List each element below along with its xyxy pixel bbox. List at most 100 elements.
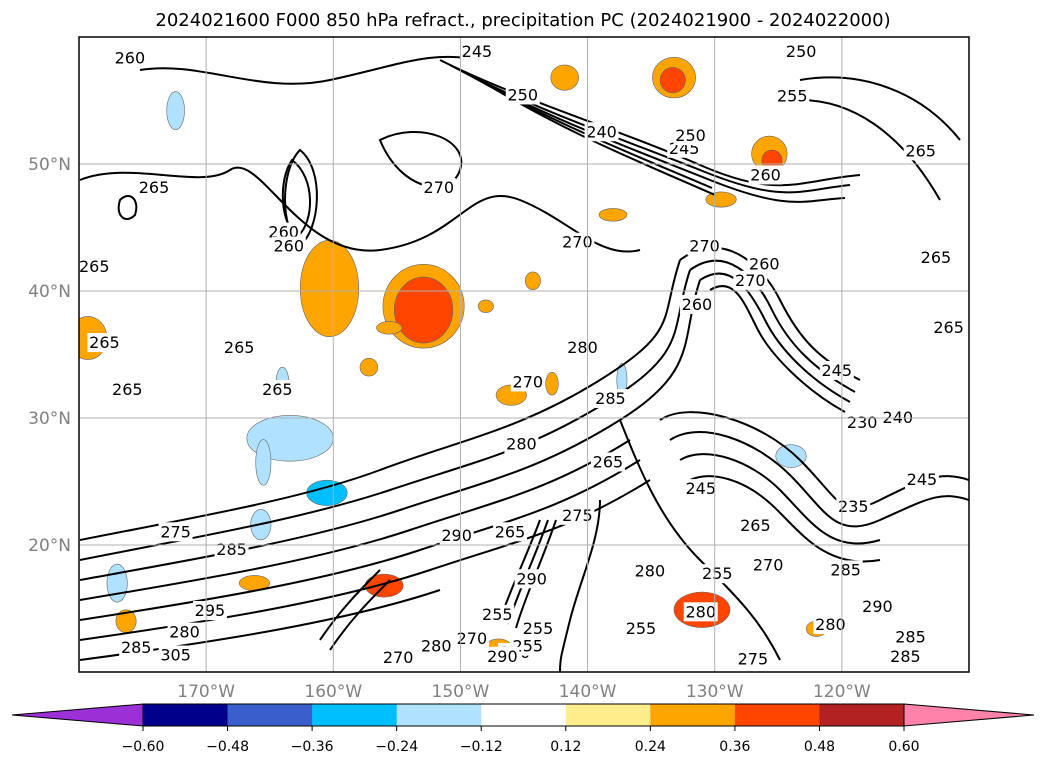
contour-label-bg-36 xyxy=(751,555,786,575)
contour-line xyxy=(679,453,881,545)
contour-line xyxy=(669,431,969,528)
contour-label-12: 245 xyxy=(462,42,493,61)
y-axis-ticks: 50°N 40°N 30°N 20°N xyxy=(28,155,71,556)
contour-label-bg-18 xyxy=(775,86,810,106)
colorbar-tick-label-6: 0.24 xyxy=(635,739,666,755)
contour-line xyxy=(559,499,601,672)
contour-label-1: 265 xyxy=(139,178,170,197)
precip-area-19 xyxy=(545,371,559,396)
contour-label-bg-6 xyxy=(260,380,295,400)
precip-area-31 xyxy=(376,321,403,335)
contour-label-bg-3 xyxy=(87,333,122,353)
colorbar-segment-3 xyxy=(396,704,482,726)
precip-area-16 xyxy=(106,563,128,603)
contour-label-bg-10 xyxy=(560,232,595,252)
contour-label-58: 305 xyxy=(160,645,191,664)
y-tick-label-1: 40°N xyxy=(28,282,71,302)
precip-area-10 xyxy=(255,439,272,486)
precip-area-22 xyxy=(705,191,737,208)
colorbar-segment-0 xyxy=(143,704,229,726)
colorbar-segment-5 xyxy=(565,704,651,726)
contour-label-bg-40 xyxy=(828,560,863,580)
contour-label-bg-46 xyxy=(623,618,658,638)
contour-line xyxy=(117,195,138,220)
contour-label-bg-9 xyxy=(421,178,456,198)
contour-label-13: 250 xyxy=(507,85,538,104)
contour-label-3: 265 xyxy=(89,333,120,352)
contour-label-bg-11 xyxy=(510,372,545,392)
contour-label-bg-35 xyxy=(738,515,773,535)
grid-lines xyxy=(79,37,969,672)
contour-label-bg-12 xyxy=(459,42,494,62)
colorbar-tick-label-5: 0.12 xyxy=(550,739,581,755)
contour-line xyxy=(329,579,391,651)
contour-label-bg-49 xyxy=(493,522,528,542)
y-tick-label-0: 50°N xyxy=(28,155,71,175)
contour-label-bg-1 xyxy=(137,178,172,198)
contour-label-bg-47 xyxy=(735,649,770,669)
contour-label-11: 270 xyxy=(513,372,544,391)
contour-label-5: 265 xyxy=(224,338,255,357)
colorbar-tick-label-7: 0.36 xyxy=(719,739,750,755)
colorbar-segment-1 xyxy=(227,704,313,726)
colorbar-segment-7 xyxy=(734,704,820,726)
precip-area-11 xyxy=(306,479,348,506)
colorbar-segment-4 xyxy=(481,704,567,726)
contour-label-bg-34 xyxy=(683,479,718,499)
contour-label-14: 240 xyxy=(586,122,617,141)
contour-label-bg-41 xyxy=(860,597,895,617)
contour-line xyxy=(619,419,781,661)
precip-area-20 xyxy=(359,358,379,377)
contour-line xyxy=(799,76,961,141)
contour-label-bg-20 xyxy=(903,141,938,161)
contour-label-40: 285 xyxy=(830,560,861,579)
contour-label-bg-51 xyxy=(439,526,474,546)
y-tick-label-2: 30°N xyxy=(28,409,71,429)
contour-label-53: 275 xyxy=(160,522,191,541)
contour-label-30: 280 xyxy=(567,338,598,357)
colorbar-frame xyxy=(142,703,905,727)
contour-label-63: 255 xyxy=(523,619,554,638)
contour-label-44: 285 xyxy=(890,647,921,666)
contour-label-65: 270 xyxy=(457,629,488,648)
contour-label-layer: 2602652652652652652652602602702702702452… xyxy=(79,42,966,669)
contour-label-bg-0 xyxy=(112,48,147,68)
precip-area-2 xyxy=(394,276,454,344)
contour-label-bg-4 xyxy=(110,380,145,400)
contour-label-18: 255 xyxy=(777,87,808,106)
x-tick-label-5: 120°W xyxy=(813,682,871,702)
contour-label-33: 265 xyxy=(593,452,624,471)
contour-label-48: 290 xyxy=(516,569,547,588)
colorbar: −0.60 −0.48 −0.36 −0.24 −0.12 0.12 0.24 0.36 0.4… xyxy=(11,703,1035,755)
precip-area-5 xyxy=(659,67,686,94)
contour-line xyxy=(699,272,851,403)
contour-label-19: 260 xyxy=(750,165,781,184)
contour-label-52: 280 xyxy=(635,562,666,581)
contour-label-47: 275 xyxy=(738,649,769,668)
contour-label-bg-65 xyxy=(454,628,489,648)
precip-area-13 xyxy=(166,91,185,131)
contour-label-bg-31 xyxy=(593,388,628,408)
contour-label-41: 290 xyxy=(862,597,893,616)
contour-label-bg-58 xyxy=(158,645,193,665)
contour-label-46: 255 xyxy=(626,619,657,638)
colorbar-segment-8 xyxy=(819,704,905,726)
contour-label-bg-38 xyxy=(836,496,871,516)
contour-label-bg-39 xyxy=(904,470,939,490)
contour-label-20: 265 xyxy=(905,141,936,160)
contour-label-bg-63 xyxy=(520,618,555,638)
colorbar-segment-2 xyxy=(312,704,398,726)
contour-label-34: 245 xyxy=(685,479,716,498)
contour-label-59: 270 xyxy=(383,648,414,667)
contour-label-4: 265 xyxy=(112,380,143,399)
contour-label-42: 280 xyxy=(815,615,846,634)
contour-label-62: 255 xyxy=(513,637,544,656)
contour-label-bg-5 xyxy=(222,338,257,358)
contour-label-17: 250 xyxy=(786,42,817,61)
colorbar-tick-label-3: −0.24 xyxy=(375,739,418,755)
contour-label-bg-28 xyxy=(918,247,953,267)
contour-label-23: 260 xyxy=(749,254,780,273)
chart-title: 2024021600 F000 850 hPa refract., precip… xyxy=(155,10,890,31)
contour-label-25: 245 xyxy=(821,361,852,380)
